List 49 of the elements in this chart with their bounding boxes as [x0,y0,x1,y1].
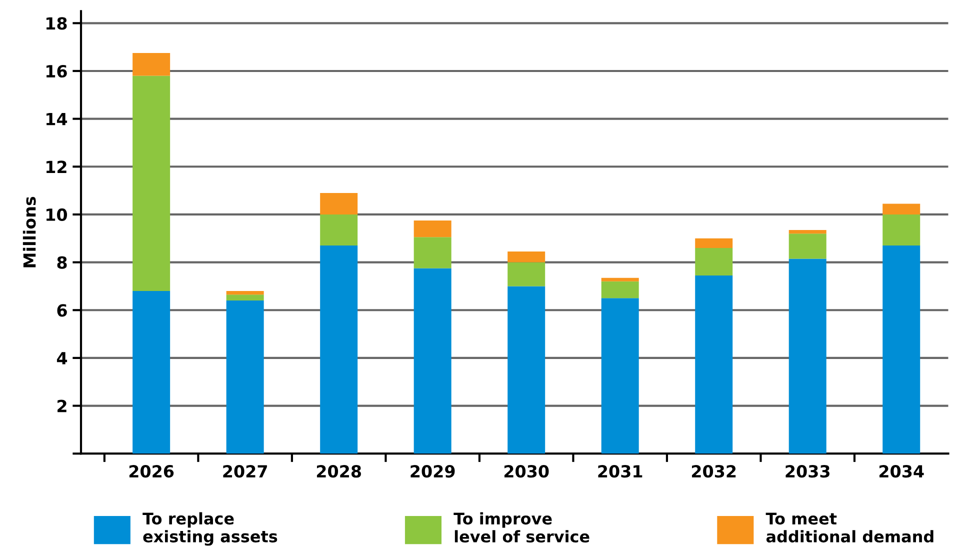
bar [695,238,733,248]
legend-label: To replace existing assets [142,512,278,546]
bar [788,258,826,454]
bar [882,204,920,214]
bar [788,230,826,234]
x-tick-label: 2027 [223,465,267,478]
y-tick-label: 10 [46,208,68,222]
bar [226,290,264,295]
bar [508,262,546,286]
y-tick-label: 6 [57,304,67,317]
x-tick-label: 2032 [692,465,736,478]
x-tick-label: 2026 [129,465,174,478]
legend-label: To improve level of service [454,512,590,543]
y-tick-label: 16 [46,64,67,78]
legend-label: To meet additional demand [766,512,934,543]
x-tick-label: 2031 [598,465,642,478]
bar [601,278,639,282]
y-tick-label: 4 [56,352,68,364]
bar [788,234,826,259]
y-tick-label: 18 [46,17,67,30]
bar [508,286,546,454]
bar [320,214,358,246]
bar [132,290,170,454]
bar [132,76,170,291]
bar [320,246,358,454]
bar [414,220,452,238]
x-tick-label: 2029 [410,465,455,478]
x-tick-label: 2034 [879,465,924,478]
bar [320,192,358,214]
bar [695,275,733,454]
y-tick-label: 2 [58,400,66,412]
bar [601,281,639,298]
bar [226,294,264,301]
y-tick-label: 12 [46,160,66,173]
bar [601,298,639,454]
x-tick-label: 2028 [316,465,361,478]
x-tick-label: 2030 [504,465,549,478]
bar [414,237,452,268]
bar [132,53,170,76]
bar [226,300,264,454]
y-axis-title: Millions [22,196,36,268]
bar [508,252,546,262]
x-tick-label: 2033 [786,465,830,478]
y-tick-label: 14 [46,112,68,126]
bar [882,214,920,246]
bar [414,268,452,454]
y-tick-label: 8 [57,256,67,269]
bar [882,246,920,454]
bar [695,248,733,276]
